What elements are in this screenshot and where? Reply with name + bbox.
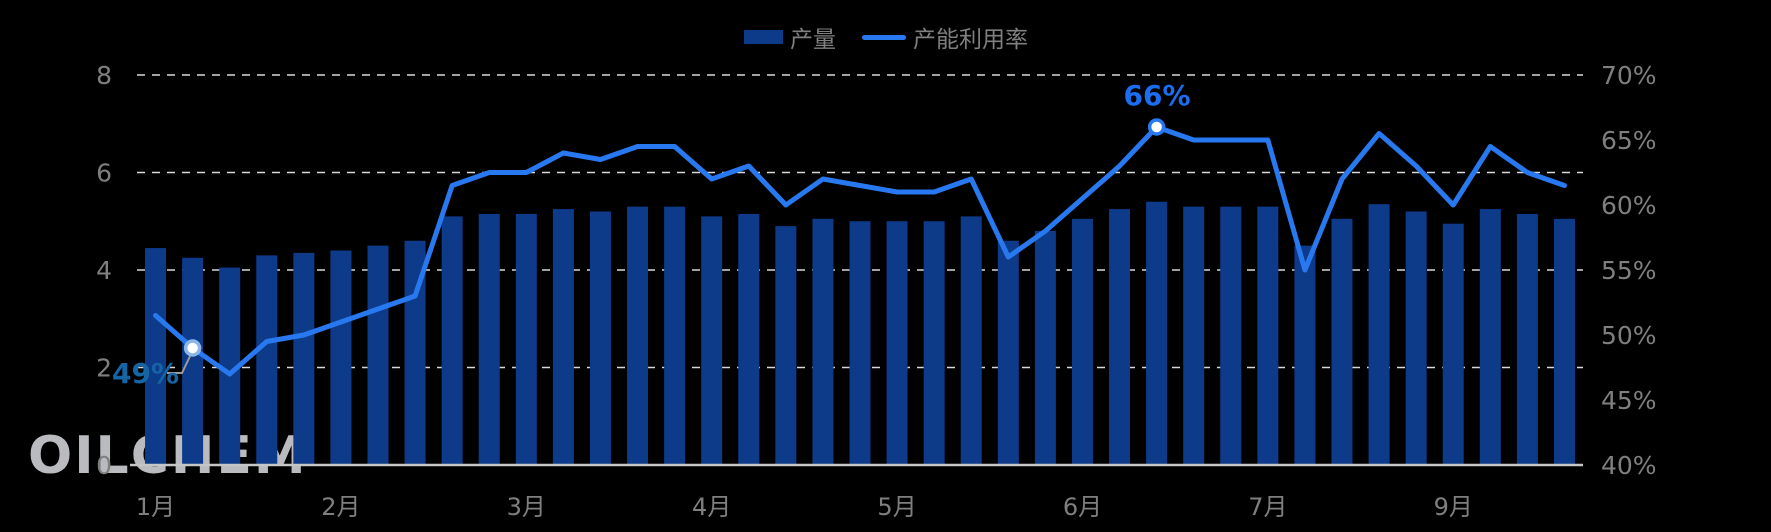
bar-production (1294, 245, 1316, 465)
y-axis-tick-left: 4 (96, 256, 112, 285)
y-axis-tick-right: 60% (1601, 191, 1657, 220)
bar-production (367, 245, 389, 465)
legend-label-production: 产量 (790, 27, 836, 53)
bar-production (1220, 206, 1242, 465)
annotation-leader-line (167, 351, 193, 374)
x-axis-tick-month: 4月 (692, 493, 731, 521)
marker-49% (183, 339, 202, 357)
x-axis-tick-month: 5月 (877, 493, 916, 521)
legend: 产量 产能利用率 (744, 20, 1028, 54)
y-axis-tick-left: 2 (96, 354, 112, 383)
x-axis-tick-month: 7月 (1248, 493, 1287, 521)
x-axis-tick-month: 2月 (321, 493, 360, 521)
x-axis-tick-month: 6月 (1063, 493, 1102, 521)
bar-production (997, 240, 1019, 465)
y-axis-tick-left: 6 (96, 159, 112, 188)
bar-swatch-icon (744, 30, 783, 44)
bar-production (960, 216, 982, 465)
marker-66% (1147, 118, 1166, 136)
y-axis-tick-right: 45% (1601, 386, 1657, 415)
bar-production (1331, 218, 1353, 465)
y-axis-tick-right: 65% (1601, 126, 1657, 155)
bar-production (219, 267, 241, 465)
bar-production (701, 216, 723, 465)
utilization-line (153, 124, 1567, 377)
bar-production (293, 252, 315, 465)
bar-production (775, 226, 797, 465)
y-axis-tick-right: 40% (1601, 451, 1657, 480)
bar-production (627, 206, 649, 465)
bar-production (849, 221, 871, 465)
bar-production (589, 211, 611, 465)
bar-production (1442, 223, 1464, 465)
bar-production (478, 213, 500, 465)
legend-label-utilization: 产能利用率 (913, 27, 1028, 53)
bar-production (886, 221, 908, 465)
bar-production (664, 206, 686, 465)
bar-production (1516, 213, 1538, 465)
data-label-66-percent: 66% (1123, 79, 1191, 112)
y-axis-tick-left: 8 (96, 61, 112, 90)
data-label-49-percent: 49% (112, 357, 180, 390)
bar-production (330, 250, 352, 465)
bar-production (1071, 218, 1093, 465)
bar-production (182, 257, 204, 465)
bar-production (1405, 211, 1427, 465)
bar-production (923, 221, 945, 465)
bar-production (515, 213, 537, 465)
bar-production (1368, 204, 1390, 465)
bar-production (1553, 218, 1575, 465)
bar-production (256, 255, 278, 465)
legend-item-utilization: 产能利用率 (862, 20, 1028, 54)
x-axis-tick-month: 9月 (1434, 493, 1473, 521)
line-swatch-icon (862, 34, 906, 40)
bar-production (1183, 206, 1205, 465)
bar-production (1146, 201, 1168, 465)
y-axis-tick-right: 55% (1601, 256, 1657, 285)
x-axis-tick-month: 1月 (136, 493, 175, 521)
bar-production (552, 209, 574, 465)
legend-item-production: 产量 (744, 20, 836, 54)
y-axis-tick-right: 70% (1601, 61, 1657, 90)
bar-production (145, 248, 167, 465)
x-axis-tick-month: 3月 (507, 493, 546, 521)
bar-production (1257, 206, 1279, 465)
y-axis-tick-left: 0 (96, 451, 112, 480)
bar-production (812, 218, 834, 465)
bar-production (738, 213, 760, 465)
bar-production (1109, 209, 1131, 465)
bar-production (441, 216, 463, 465)
bar-production (1479, 209, 1501, 465)
y-axis-tick-right: 50% (1601, 321, 1657, 350)
bar-production (1034, 231, 1056, 465)
